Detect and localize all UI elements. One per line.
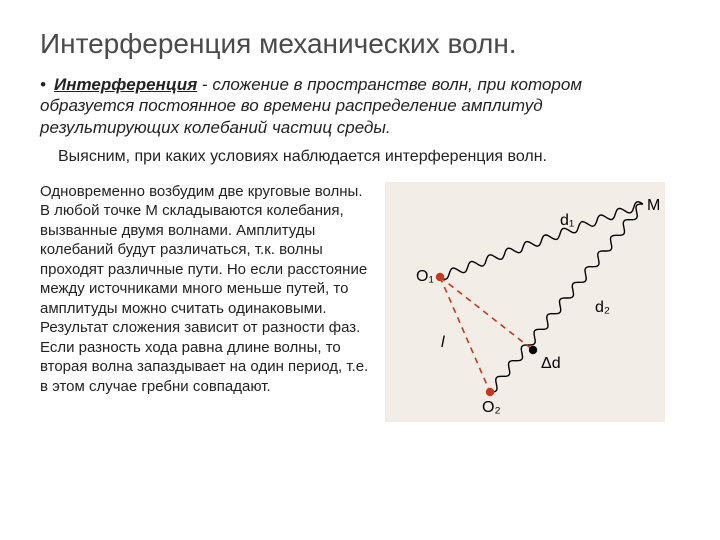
body-row: Одновременно возбудим две круговые волны… (40, 182, 680, 422)
svg-text:d₂: d₂ (595, 299, 610, 316)
svg-text:M: M (647, 197, 660, 214)
diagram-svg: O₁ O₂ Md₁ d₂ l Δd (385, 182, 665, 422)
term-interference: Интерференция (54, 75, 197, 94)
wave-diagram: O₁ O₂ Md₁ d₂ l Δd (385, 182, 665, 422)
definition-dash: - (197, 75, 212, 94)
svg-text:d₁: d₁ (560, 212, 574, 229)
svg-text:l: l (441, 334, 445, 351)
page-title: Интерференция механических волн. (40, 28, 680, 60)
svg-text:O₂: O₂ (482, 399, 501, 416)
svg-text:Δd: Δd (541, 355, 561, 372)
subline: Выясним, при каких условиях наблюдается … (58, 148, 680, 166)
bullet: • (40, 74, 54, 95)
definition-line: •Интерференция - сложение в пространстве… (40, 74, 672, 138)
body-text: Одновременно возбудим две круговые волны… (40, 182, 375, 397)
svg-text:O₁: O₁ (416, 268, 434, 285)
slide: Интерференция механических волн. •Интерф… (0, 0, 720, 540)
